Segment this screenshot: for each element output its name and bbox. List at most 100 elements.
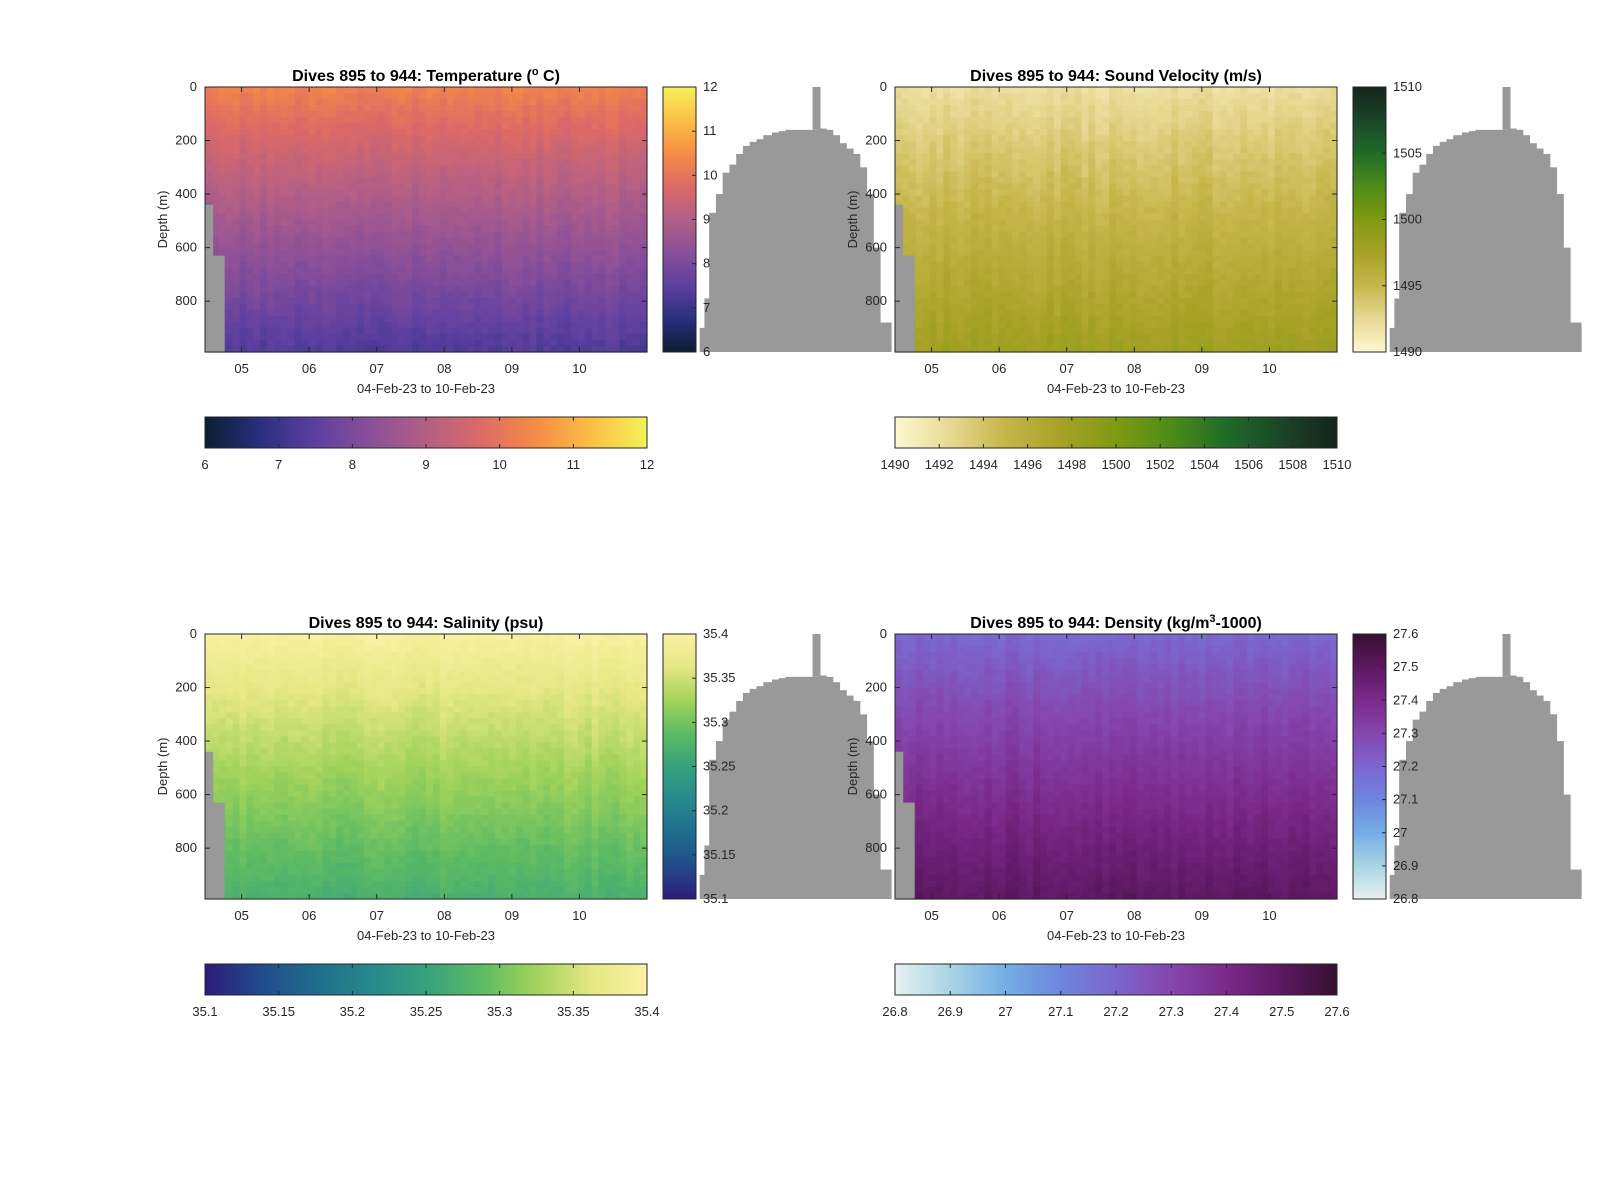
heatmap-cell <box>363 213 372 221</box>
heatmap-cell <box>488 129 496 136</box>
heatmap-cell <box>412 315 420 323</box>
heatmap-cell <box>1109 339 1117 347</box>
heatmap-cell <box>908 153 917 160</box>
heatmap-cell <box>633 237 641 245</box>
heatmap-cell <box>1053 99 1062 106</box>
heatmap-cell <box>1164 183 1172 190</box>
heatmap-cell <box>577 273 586 281</box>
heatmap-cell <box>211 123 220 130</box>
heatmap-cell <box>301 309 310 317</box>
heatmap-cell <box>495 105 503 112</box>
heatmap-cell <box>612 231 620 239</box>
heatmap-cell <box>998 195 1007 203</box>
heatmap-cell <box>998 291 1007 299</box>
heatmap-cell <box>591 333 600 341</box>
heatmap-cell <box>287 225 296 233</box>
heatmap-cell <box>294 315 303 323</box>
heatmap-cell <box>1074 93 1083 100</box>
heatmap-cell <box>515 261 524 269</box>
heatmap-cell <box>1212 315 1221 323</box>
heatmap-cell <box>205 87 213 94</box>
heatmap-cell <box>943 153 951 160</box>
heatmap-cell <box>536 285 545 293</box>
heatmap-cell <box>419 207 427 215</box>
heatmap-cell <box>363 177 372 184</box>
heatmap-cell <box>391 237 399 245</box>
heatmap-cell <box>287 237 296 245</box>
heatmap-cell <box>550 129 558 136</box>
heatmap-cell <box>1157 189 1165 197</box>
heatmap-cell <box>626 189 634 197</box>
heatmap-cell <box>481 189 489 197</box>
heatmap-cell <box>439 189 448 197</box>
heatmap-cell <box>253 255 261 263</box>
heatmap-cell <box>1157 249 1165 257</box>
heatmap-cell <box>246 345 254 353</box>
heatmap-cell <box>501 345 510 353</box>
heatmap-cell <box>1109 309 1117 317</box>
heatmap-cell <box>481 93 489 100</box>
heatmap-cell <box>908 237 917 245</box>
heatmap-cell <box>957 297 965 305</box>
heatmap-cell <box>308 237 317 245</box>
heatmap-cell <box>453 303 462 311</box>
heatmap-cell <box>377 321 386 329</box>
heatmap-cell <box>1171 195 1179 203</box>
heatmap-cell <box>343 339 351 347</box>
heatmap-cell <box>1026 255 1034 263</box>
heatmap-cell <box>495 195 503 203</box>
heatmap-cell <box>287 87 296 94</box>
heatmap-cell <box>1046 285 1055 293</box>
heatmap-cell <box>253 339 261 347</box>
heatmap-cell <box>957 213 965 221</box>
heatmap-cell <box>287 315 296 323</box>
heatmap-cell <box>584 273 593 281</box>
heatmap-cell <box>964 345 972 353</box>
heatmap-cell <box>929 117 938 124</box>
heatmap-cell <box>225 135 234 142</box>
heatmap-cell <box>412 321 420 329</box>
heatmap-cell <box>936 261 944 269</box>
heatmap-cell <box>398 303 406 311</box>
heatmap-cell <box>1150 177 1159 184</box>
heatmap-cell <box>522 243 531 251</box>
heatmap-cell <box>536 147 545 154</box>
heatmap-cell <box>536 261 545 269</box>
heatmap-cell <box>908 99 917 106</box>
heatmap-cell <box>439 327 448 335</box>
heatmap-cell <box>308 345 317 353</box>
heatmap-cell <box>322 135 330 142</box>
heatmap-cell <box>460 243 469 251</box>
heatmap-cell <box>895 129 903 136</box>
heatmap-cell <box>1136 87 1145 94</box>
heatmap-cell <box>612 189 620 197</box>
heatmap-cell <box>426 267 434 275</box>
heatmap-cell <box>267 267 275 275</box>
heatmap-cell <box>1046 279 1055 287</box>
heatmap-cell <box>970 219 979 227</box>
heatmap-cell <box>977 195 986 203</box>
heatmap-cell <box>1102 135 1110 142</box>
heatmap-cell <box>322 213 330 221</box>
heatmap-cell <box>329 327 337 335</box>
heatmap-cell <box>508 255 517 263</box>
heatmap-cell <box>481 231 489 239</box>
heatmap-cell <box>205 135 213 142</box>
heatmap-cell <box>1012 93 1020 100</box>
heatmap-cell <box>922 303 931 311</box>
heatmap-cell <box>501 255 510 263</box>
heatmap-cell <box>1116 249 1124 257</box>
heatmap-cell <box>950 171 958 178</box>
heatmap-cell <box>901 105 910 112</box>
heatmap-cell <box>370 255 379 263</box>
heatmap-cell <box>446 111 455 118</box>
heatmap-cell <box>412 201 420 209</box>
heatmap-cell <box>315 249 324 257</box>
heatmap-cell <box>370 339 379 347</box>
heatmap-cell <box>550 171 558 178</box>
heatmap-cell <box>633 309 641 317</box>
heatmap-cell <box>481 327 489 335</box>
heatmap-cell <box>536 87 545 94</box>
heatmap-cell <box>991 171 1000 178</box>
heatmap-cell <box>405 153 413 160</box>
